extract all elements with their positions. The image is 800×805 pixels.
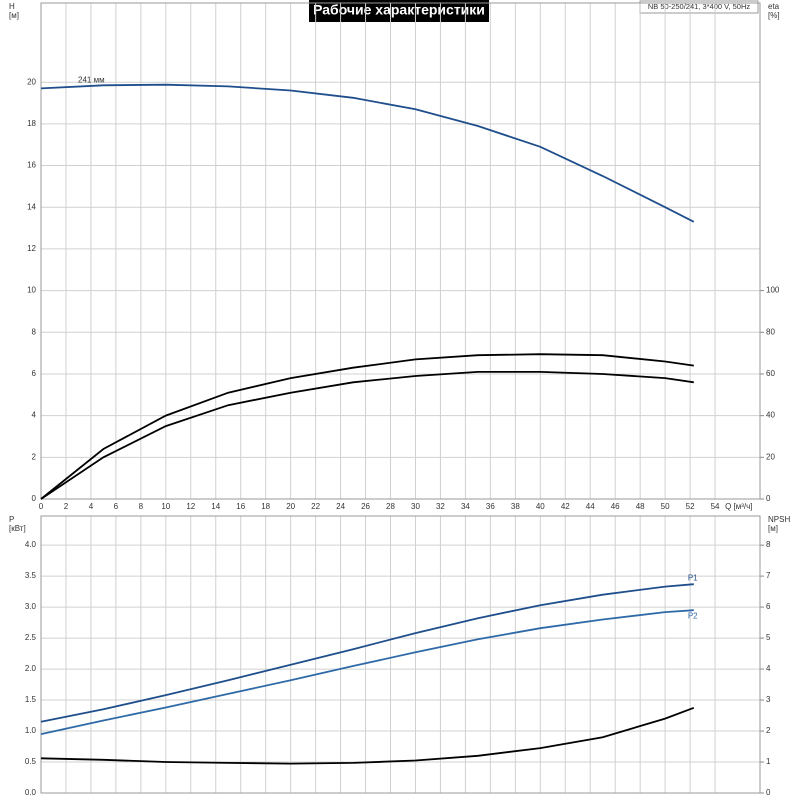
x-tick-label: 16 — [236, 502, 245, 511]
x-tick-label: 44 — [586, 502, 595, 511]
y-tick-label: 6 — [32, 369, 37, 378]
y-tick-label: 8 — [32, 327, 37, 336]
y2-tick-label: 3 — [766, 695, 771, 704]
y-tick-label: 4 — [32, 411, 37, 420]
series-line — [40, 353, 694, 500]
series-line — [40, 706, 695, 765]
x-tick-label: 22 — [311, 502, 320, 511]
series-label: P2 — [688, 611, 698, 620]
y-tick-label: 10 — [27, 286, 36, 295]
y-tick-label: 3.0 — [25, 602, 37, 611]
x-tick-label: 12 — [186, 502, 195, 511]
x-tick-label: 4 — [89, 502, 94, 511]
y-tick-label: 3.5 — [25, 571, 37, 580]
x-tick-label: 48 — [636, 502, 645, 511]
chart-title: Рабочие характеристики — [313, 2, 485, 18]
y2-tick-label: 5 — [766, 633, 771, 642]
y2-tick-label: 2 — [766, 726, 771, 735]
x-tick-label: 42 — [561, 502, 570, 511]
y-tick-label: 2.5 — [25, 633, 37, 642]
series-line — [40, 609, 694, 735]
y2-axis-unit: [м] — [768, 524, 778, 533]
x-tick-label: 46 — [611, 502, 620, 511]
y-tick-label: 4.0 — [25, 540, 37, 549]
y-tick-label: 20 — [27, 77, 36, 86]
y-tick-label: 1.0 — [25, 726, 37, 735]
y-tick-label: 12 — [27, 244, 36, 253]
title-box — [309, 0, 489, 22]
x-tick-label: 26 — [361, 502, 370, 511]
plot-frame — [40, 515, 761, 794]
y2-tick-label: 6 — [766, 602, 771, 611]
annotation: 241 мм — [78, 75, 105, 84]
y2-tick-label: 1 — [766, 757, 771, 766]
y-axis-label: P — [9, 515, 14, 524]
x-tick-label: 0 — [39, 502, 44, 511]
y2-tick-label: 100 — [766, 286, 780, 295]
plot-frame — [40, 2, 761, 500]
x-tick-label: 38 — [511, 502, 520, 511]
y2-tick-label: 7 — [766, 571, 771, 580]
y-tick-label: 18 — [27, 119, 36, 128]
y-tick-label: 0.5 — [25, 757, 37, 766]
x-tick-label: 10 — [161, 502, 170, 511]
series-line — [40, 371, 694, 500]
x-tick-label: 18 — [261, 502, 270, 511]
x-tick-label: 54 — [711, 502, 720, 511]
y-axis-unit: [м] — [9, 11, 19, 20]
y-tick-label: 0 — [32, 494, 37, 503]
y2-axis-label: eta — [768, 2, 780, 11]
subtitle: NB 50-250/241, 3*400 V, 50Hz — [648, 2, 751, 11]
y-tick-label: 2.0 — [25, 664, 37, 673]
y2-axis-label: NPSH — [768, 515, 790, 524]
series-label: P1 — [688, 573, 698, 582]
y2-tick-label: 8 — [766, 540, 771, 549]
y2-axis-unit: [%] — [768, 11, 780, 20]
y2-tick-label: 0 — [766, 494, 771, 503]
x-tick-label: 34 — [461, 502, 470, 511]
y-tick-label: 16 — [27, 161, 36, 170]
x-tick-label: 52 — [686, 502, 695, 511]
x-tick-label: 14 — [211, 502, 220, 511]
y2-tick-label: 0 — [766, 788, 771, 797]
series-line — [40, 83, 695, 223]
y-tick-label: 1.5 — [25, 695, 37, 704]
y2-tick-label: 40 — [766, 411, 775, 420]
x-tick-label: 8 — [139, 502, 144, 511]
x-tick-label: 6 — [114, 502, 119, 511]
x-tick-label: 24 — [336, 502, 345, 511]
x-tick-label: 50 — [661, 502, 670, 511]
x-tick-label: 2 — [64, 502, 69, 511]
x-tick-label: 20 — [286, 502, 295, 511]
x-tick-label: 32 — [436, 502, 445, 511]
x-tick-label: 36 — [486, 502, 495, 511]
x-tick-label: 28 — [386, 502, 395, 511]
y-tick-label: 0.0 — [25, 788, 37, 797]
y2-tick-label: 20 — [766, 452, 775, 461]
y-axis-label: H — [9, 2, 15, 11]
y2-tick-label: 60 — [766, 369, 775, 378]
x-tick-label: 30 — [411, 502, 420, 511]
y-tick-label: 2 — [32, 452, 37, 461]
series-line — [40, 583, 694, 723]
y-tick-label: 14 — [27, 202, 36, 211]
y2-tick-label: 80 — [766, 327, 775, 336]
x-tick-label: 40 — [536, 502, 545, 511]
y2-tick-label: 4 — [766, 664, 771, 673]
x-axis-label: Q [м³/ч] — [725, 502, 752, 511]
y-axis-unit: [кВт] — [9, 524, 26, 533]
